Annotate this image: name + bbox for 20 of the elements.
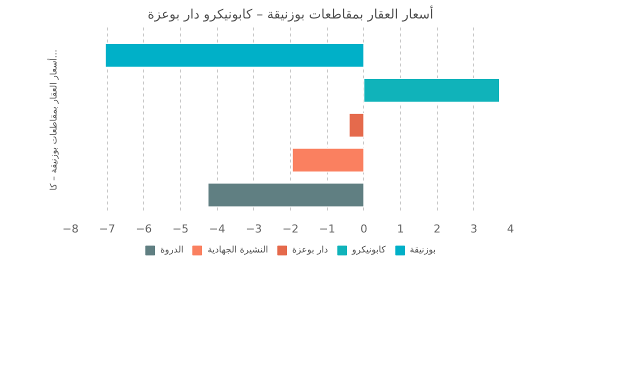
legend-label: بوزنيقة <box>410 245 436 255</box>
x-tick-label: 2 <box>434 222 441 236</box>
x-tick-label: 4 <box>507 222 514 236</box>
x-tick-label: −6 <box>136 222 152 236</box>
legend-label: الدروة <box>160 245 184 255</box>
legend-label: دار بوعزة <box>292 245 328 255</box>
x-tick-label: −7 <box>99 222 116 236</box>
x-tick-label: 1 <box>397 222 404 236</box>
legend-label: كابونيكرو <box>352 245 386 255</box>
x-tick-label: −2 <box>282 222 299 236</box>
x-tick-label: −3 <box>246 222 262 236</box>
x-tick-label: −8 <box>62 222 79 236</box>
legend-label: النشيرة الجهادية <box>208 245 268 255</box>
x-tick-label: −4 <box>209 222 226 236</box>
y-axis-title: أسعار العقار بمقاطعات بوزنيقة – كا... <box>48 50 60 190</box>
chart-title: أسعار العقار بمقاطعات بوزنيقة – كابونيكرو دار بوعزة <box>148 6 434 22</box>
x-tick-label: −5 <box>172 222 189 236</box>
x-tick-label: −1 <box>319 222 336 236</box>
x-tick-label: 3 <box>470 222 478 236</box>
x-tick-label: 0 <box>360 222 368 236</box>
